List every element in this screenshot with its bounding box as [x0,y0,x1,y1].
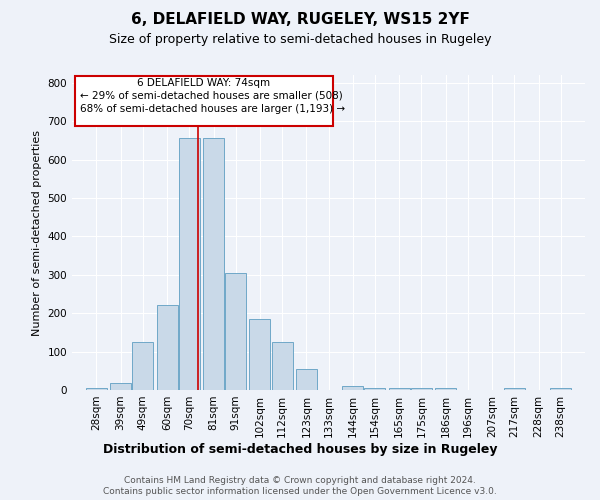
Text: Size of property relative to semi-detached houses in Rugeley: Size of property relative to semi-detach… [109,32,491,46]
Text: 68% of semi-detached houses are larger (1,193) →: 68% of semi-detached houses are larger (… [80,104,345,114]
Bar [203,138,224,390]
Text: Contains public sector information licensed under the Open Government Licence v3: Contains public sector information licen… [103,487,497,496]
Bar [411,388,432,390]
Text: 6, DELAFIELD WAY, RUGELEY, WS15 2YF: 6, DELAFIELD WAY, RUGELEY, WS15 2YF [131,12,469,28]
Bar [132,342,153,390]
Bar [343,386,364,390]
Bar [225,273,246,390]
Bar [110,383,131,390]
Text: ← 29% of semi-detached houses are smaller (508): ← 29% of semi-detached houses are smalle… [80,91,343,101]
Bar [272,342,293,390]
Bar [179,138,200,390]
Bar [250,319,271,390]
Bar [435,388,456,390]
Bar [504,388,525,390]
Y-axis label: Number of semi-detached properties: Number of semi-detached properties [32,130,42,336]
Bar [296,369,317,390]
Bar [157,306,178,390]
Text: Distribution of semi-detached houses by size in Rugeley: Distribution of semi-detached houses by … [103,442,497,456]
Bar [364,388,385,390]
Text: Contains HM Land Registry data © Crown copyright and database right 2024.: Contains HM Land Registry data © Crown c… [124,476,476,485]
Bar [86,388,107,390]
Text: 6 DELAFIELD WAY: 74sqm: 6 DELAFIELD WAY: 74sqm [137,78,271,88]
Bar [389,388,410,390]
Bar [550,388,571,390]
